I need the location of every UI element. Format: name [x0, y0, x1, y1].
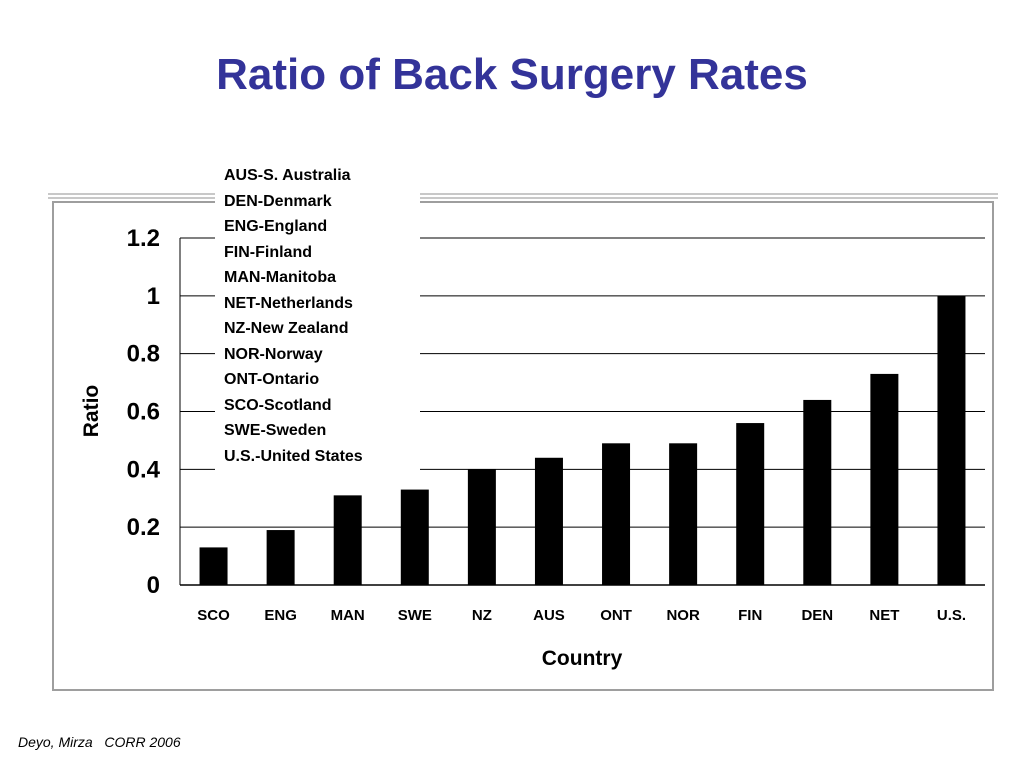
y-tick-label: 1 [147, 283, 160, 310]
y-tick-label: 0.8 [127, 341, 160, 368]
legend-entry: SWE-Sweden [224, 422, 327, 439]
bar-nz [467, 469, 496, 585]
x-tick-labels: SCO ENG MAN SWE NZ AUS ONT NOR FIN DEN NET U.S. [197, 607, 966, 624]
bar-den [803, 399, 832, 585]
legend-entry: AUS-S. Australia [224, 167, 351, 184]
x-tick-label: AUS [533, 607, 565, 624]
legend [215, 158, 420, 470]
x-tick-label: SWE [398, 607, 432, 624]
bar-nor [669, 443, 698, 585]
slide-title: Ratio of Back Surgery Rates [216, 50, 808, 99]
y-tick-label: 0.2 [127, 514, 160, 541]
y-tick-label: 1.2 [127, 225, 160, 252]
bar-ont [602, 443, 631, 585]
y-tick-labels: 0 0.2 0.4 0.6 0.8 1 1.2 [127, 225, 161, 599]
chart-frame [52, 201, 994, 691]
x-tick-label: SCO [197, 607, 230, 624]
bar-fin [736, 423, 765, 585]
x-axis-label: Country [542, 647, 623, 670]
legend-list: AUS-S. Australia DEN-Denmark ENG-England FI… [224, 163, 363, 469]
bar-net [870, 373, 899, 585]
divider-line [48, 193, 998, 195]
x-tick-label: U.S. [937, 607, 966, 624]
legend-entry: FIN-Finland [224, 243, 312, 261]
x-tick-label: DEN [801, 607, 833, 624]
bar-us [937, 295, 966, 585]
bar-aus [534, 457, 563, 585]
legend-entry: NOR-Norway [224, 345, 323, 363]
x-tick-label: NOR [666, 607, 700, 624]
x-tick-label: ENG [264, 607, 297, 624]
legend-entry: ONT-Ontario [224, 371, 320, 388]
legend-entry: U.S.-United States [224, 447, 363, 465]
y-tick-label: 0.6 [127, 399, 160, 426]
citation: Deyo, Mirza CORR 2006 [18, 734, 181, 750]
bars [199, 295, 966, 585]
legend-entry: ENG-England [224, 218, 328, 235]
y-tick-label: 0 [147, 572, 160, 599]
bar-man [333, 495, 362, 585]
x-tick-label: MAN [331, 607, 365, 624]
x-tick-label: NET [869, 607, 899, 624]
bar-sco [199, 547, 228, 585]
bar-eng [266, 530, 295, 585]
legend-entry: NZ-New Zealand [224, 320, 349, 337]
legend-entry: NET-Netherlands [224, 294, 353, 312]
x-tick-label: NZ [472, 607, 492, 624]
y-tick-label: 0.4 [127, 456, 161, 483]
y-axis-label: Ratio [80, 385, 103, 438]
bar-swe [400, 489, 429, 585]
x-tick-label: FIN [738, 607, 762, 624]
legend-entry: SCO-Scotland [224, 396, 332, 414]
legend-entry: DEN-Denmark [224, 192, 332, 210]
divider-line [48, 197, 998, 199]
x-tick-label: ONT [600, 607, 632, 624]
legend-entry: MAN-Manitoba [224, 269, 336, 286]
